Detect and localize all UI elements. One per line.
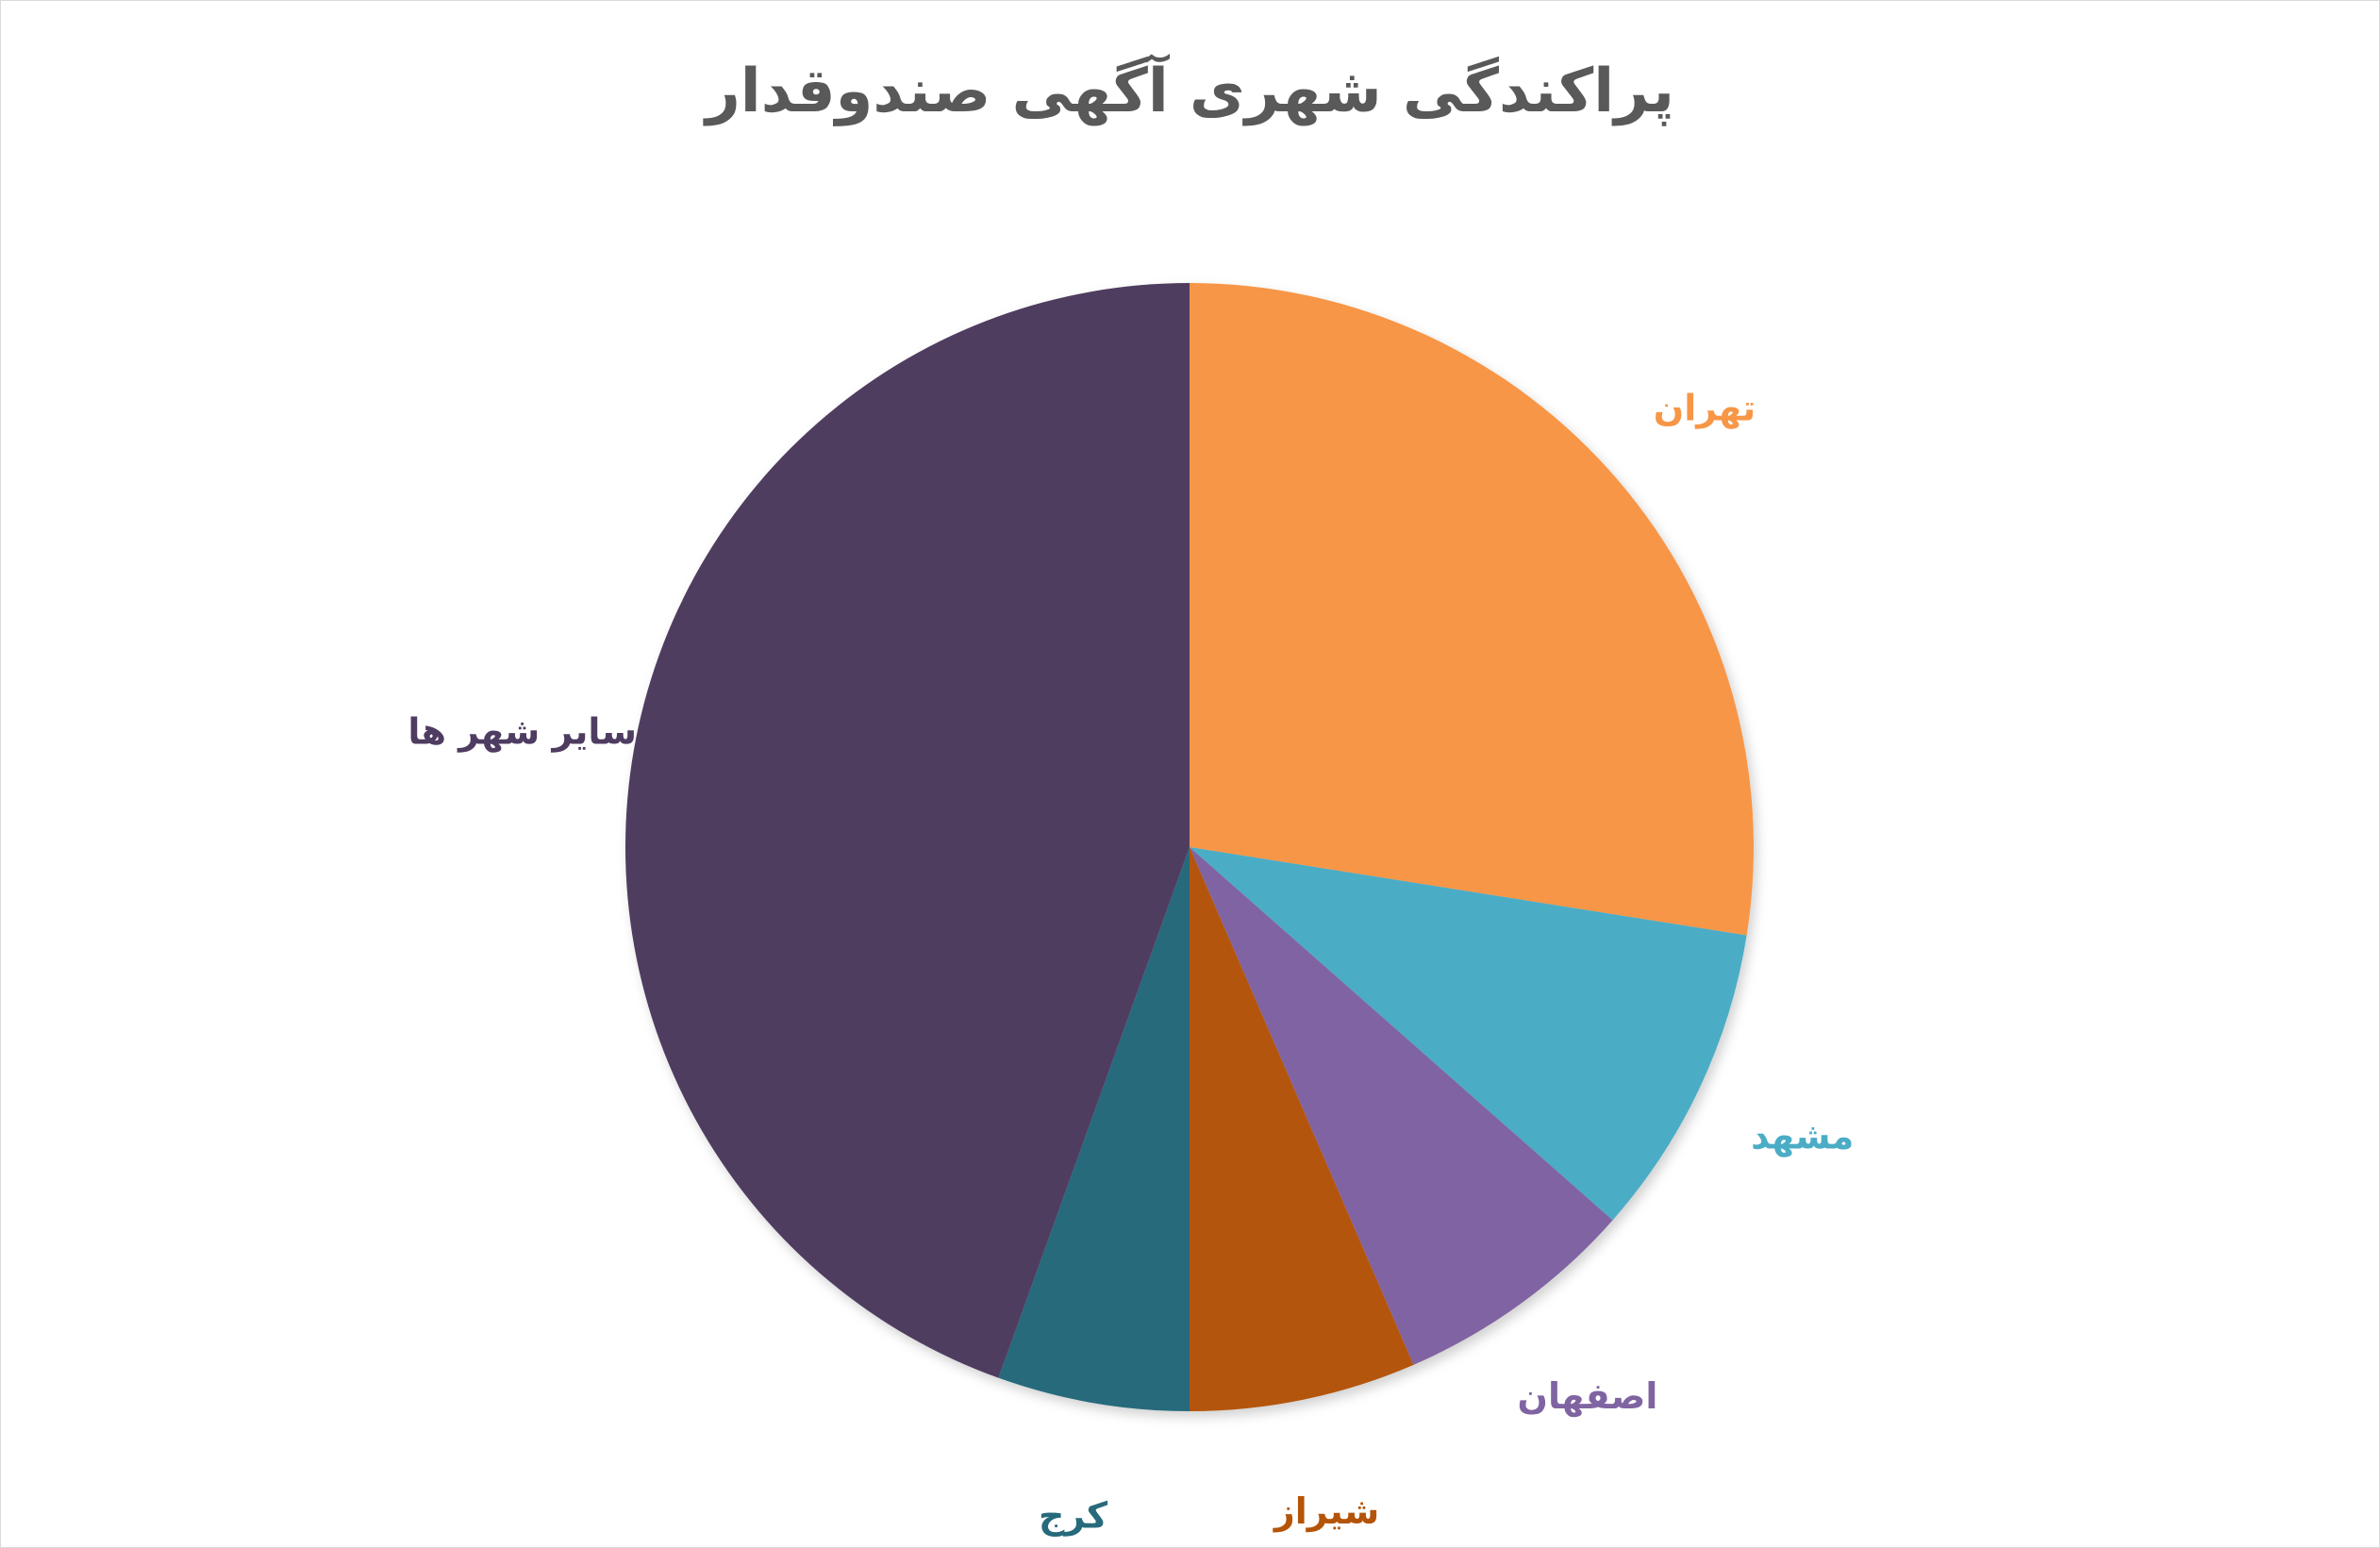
pie-slice [1190,847,1613,1365]
slice-label: کرج [1039,1494,1108,1536]
slice-label: اصفهان [1518,1375,1658,1417]
slice-label: شیراز [1273,1490,1379,1532]
pie-slices [624,283,1755,1411]
pie-labels: تهران مشهد اصفهان شیراز کرج سایر شهر ها [408,388,1854,1537]
chart-title: پراکندگی شهری آگهی صندوقدار [705,57,1675,126]
pie-slice [624,283,1190,1378]
slice-label: تهران [1654,388,1756,429]
pie-slice [1190,847,1747,1221]
slice-label: سایر شهر ها [408,711,637,753]
pie-slice [1190,847,1414,1411]
slice-label: مشهد [1751,1116,1854,1157]
pie-slice [998,847,1190,1411]
pie-slice [1190,283,1755,936]
